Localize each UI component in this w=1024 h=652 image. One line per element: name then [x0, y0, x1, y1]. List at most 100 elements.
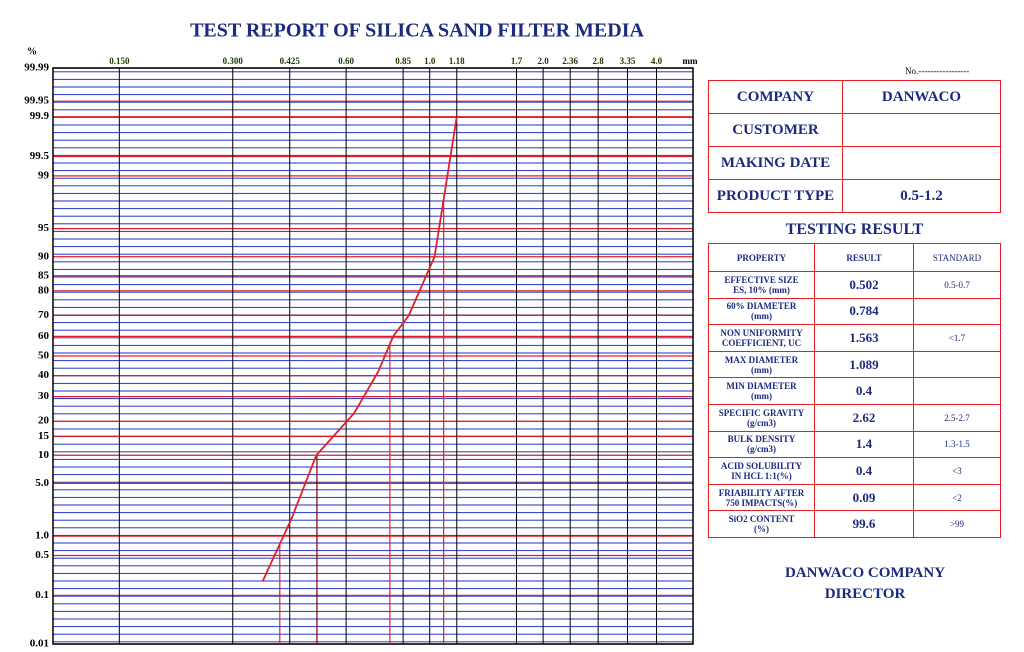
y-tick-label: 99.5	[30, 150, 50, 162]
chart-title: TEST REPORT OF SILICA SAND FILTER MEDIA	[190, 20, 644, 42]
y-tick-label: 95	[38, 222, 50, 234]
result-row: MIN DIAMETER (mm) 0.4	[708, 377, 1001, 405]
column-header: PROPERTY	[708, 243, 815, 272]
result: 1.563	[814, 324, 914, 352]
chart: TEST REPORT OF SILICA SAND FILTER MEDIA …	[24, 20, 698, 650]
result-row: BULK DENSITY (g/cm3) 1.4 1.3-1.5	[708, 430, 1001, 459]
info-value: 0.5-1.2	[842, 179, 1001, 213]
y-tick-label: 10	[38, 449, 50, 461]
footer-line: DIRECTOR	[824, 586, 906, 602]
y-tick-label: 15	[38, 430, 50, 442]
y-tick-label: 99	[38, 169, 50, 181]
property-line: FRIABILITY AFTER	[718, 487, 805, 498]
info-row: COMPANY DANWACO	[708, 80, 1001, 114]
result-row: SPECIFIC GRAVITY (g/cm3) 2.62 2.5-2.7	[708, 403, 1001, 432]
property-line: (g/cm3)	[747, 444, 776, 455]
property-line: 60% DIAMETER	[726, 301, 797, 312]
property-line: (%)	[754, 524, 769, 535]
report-number: No.-----------------	[905, 66, 970, 76]
x-tick-label: 0.150	[109, 56, 130, 66]
column-header: RESULT	[814, 243, 914, 272]
info-label: COMPANY	[708, 80, 843, 114]
result: 1.089	[814, 350, 914, 379]
result-row: FRIABILITY AFTER 750 IMPACTS(%) 0.09 <2	[708, 483, 1001, 512]
y-tick-label: 99.95	[24, 95, 49, 107]
result: 0.4	[814, 377, 914, 405]
standard	[913, 350, 1001, 379]
y-tick-label: 30	[38, 390, 50, 402]
property-line: COEFFICIENT, UC	[721, 337, 802, 348]
x-tick-label: 1.18	[449, 56, 465, 66]
property: MIN DIAMETER (mm)	[708, 377, 815, 405]
info-label: MAKING DATE	[708, 146, 843, 180]
property-line: MIN DIAMETER	[726, 381, 797, 392]
result-row: ACID SOLUBILITY IN HCL 1:1(%) 0.4 <3	[708, 457, 1001, 485]
standard: 2.5-2.7	[913, 403, 1001, 432]
results-title: TESTING RESULT	[785, 221, 924, 238]
x-tick-label: 2.36	[562, 56, 578, 66]
x-unit: mm	[683, 56, 698, 66]
property-line: ES, 10% (mm)	[733, 284, 790, 295]
result: 0.4	[814, 457, 914, 485]
result-row: EFFECTIVE SIZE ES, 10% (mm) 0.502 0.5-0.7	[708, 271, 1001, 299]
info-label: CUSTOMER	[708, 113, 843, 147]
result: 0.09	[814, 483, 914, 512]
y-tick-label: 85	[38, 269, 50, 281]
standard: <2	[913, 483, 1001, 512]
standard: >99	[913, 510, 1001, 538]
y-tick-label: 99.9	[30, 110, 50, 122]
property-line: (mm)	[751, 364, 772, 375]
standard: <1.7	[913, 324, 1001, 352]
x-tick-label: 0.425	[280, 56, 301, 66]
y-tick-label: 50	[38, 350, 50, 362]
property: NON UNIFORMITY COEFFICIENT, UC	[708, 324, 815, 352]
property-line: (g/cm3)	[747, 417, 776, 428]
property: EFFECTIVE SIZE ES, 10% (mm)	[708, 271, 815, 299]
x-tick-label: 0.60	[338, 56, 354, 66]
property-line: ACID SOLUBILITY	[720, 460, 803, 471]
x-tick-label: 2.8	[593, 56, 605, 66]
y-tick-label: 90	[38, 250, 50, 262]
x-tick-label: 1.7	[511, 56, 523, 66]
info-value	[842, 113, 1001, 147]
property: 60% DIAMETER (mm)	[708, 297, 815, 326]
property-line: SiO2 CONTENT	[728, 514, 795, 525]
info-table: COMPANY DANWACO CUSTOMER MAKING DATE PRODUCT…	[708, 80, 1001, 213]
info-value	[842, 146, 1001, 180]
y-unit: %	[27, 46, 37, 57]
y-tick-label: 70	[38, 309, 50, 321]
y-tick-label: 80	[38, 284, 50, 296]
property-line: SPECIFIC GRAVITY	[718, 407, 805, 418]
results-table: PROPERTY RESULT STANDARD EFFECTIVE SIZE ES, …	[708, 243, 1001, 538]
x-tick-label: 0.85	[395, 56, 411, 66]
result-row: 60% DIAMETER (mm) 0.784	[708, 297, 1001, 326]
property-line: BULK DENSITY	[727, 434, 796, 445]
property: SiO2 CONTENT (%)	[708, 510, 815, 538]
result-row: NON UNIFORMITY COEFFICIENT, UC 1.563 <1.7	[708, 324, 1001, 352]
standard	[913, 377, 1001, 405]
property: BULK DENSITY (g/cm3)	[708, 430, 815, 459]
property-line: MAX DIAMETER	[724, 354, 799, 365]
y-tick-label: 0.01	[30, 638, 49, 650]
x-tick-label: 0.300	[223, 56, 244, 66]
property-line: 750 IMPACTS(%)	[725, 497, 798, 508]
plot-frame	[52, 67, 694, 645]
property: ACID SOLUBILITY IN HCL 1:1(%)	[708, 457, 815, 485]
property-line: (mm)	[751, 391, 772, 402]
y-tick-label: 40	[38, 369, 50, 381]
header-row: PROPERTY RESULT STANDARD	[708, 243, 1001, 272]
standard: 1.3-1.5	[913, 430, 1001, 459]
x-tick-label: 2.0	[537, 56, 549, 66]
property: SPECIFIC GRAVITY (g/cm3)	[708, 403, 815, 432]
result: 1.4	[814, 430, 914, 459]
y-tick-label: 1.0	[35, 530, 49, 542]
x-tick-label: 3.35	[620, 56, 636, 66]
result: 0.502	[814, 271, 914, 299]
property-line: EFFECTIVE SIZE	[724, 274, 799, 285]
footer-line: DANWACO COMPANY	[784, 565, 946, 581]
y-tick-label: 60	[38, 330, 50, 342]
info-value: DANWACO	[842, 80, 1001, 114]
result: 99.6	[814, 510, 914, 538]
result: 2.62	[814, 403, 914, 432]
